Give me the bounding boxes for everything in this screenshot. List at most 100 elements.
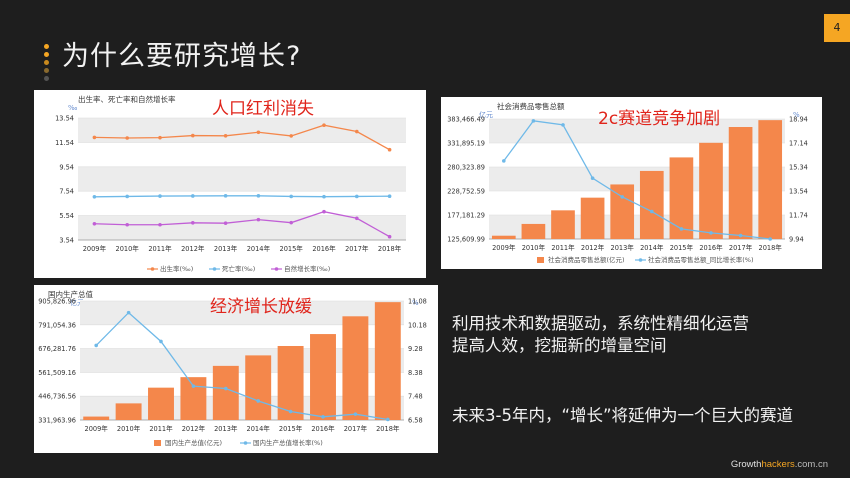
bar (374, 302, 401, 420)
series-line (503, 120, 771, 240)
legend-label: 死亡率(‰) (222, 264, 255, 273)
x-tick-label: 2009年 (492, 243, 516, 252)
chart-title: 社会消费品零售总额 (497, 101, 565, 111)
y-tick-label: 13.54 (55, 115, 74, 123)
bar (491, 235, 516, 239)
x-tick-label: 2015年 (670, 243, 694, 252)
y-tick-label: 331,963.96 (38, 417, 76, 425)
legend-swatch-point (243, 441, 248, 445)
x-tick-label: 2009年 (85, 424, 109, 433)
data-point (355, 216, 359, 221)
footer-brand: Growthhackers.com.cn (731, 459, 828, 470)
bar (148, 387, 174, 420)
data-point (650, 209, 654, 214)
data-point (738, 233, 743, 238)
x-tick-label: 2017年 (344, 424, 368, 433)
overlay-label-chart3: 经济增长放缓 (210, 297, 312, 317)
bar (521, 223, 546, 239)
chart-panel-birth-rate: 出生率、死亡率和自然增长率 ‰ 13.54 11.54 9.54 7.54 5.54 3.54… (34, 90, 426, 278)
y2-tick-label: 13.54 (789, 188, 808, 196)
grid-band (78, 215, 406, 240)
x-tick-label: 2011年 (148, 244, 172, 253)
y2-tick-label: 8.38 (408, 369, 423, 377)
legend-label: 国内生产总值增长率(%) (253, 438, 323, 447)
legend-swatch-point (212, 267, 217, 271)
data-point (709, 231, 713, 235)
point-2: 提高人效，挖掘新的增量空间 (452, 336, 667, 355)
x-tick-label: 2012年 (181, 244, 205, 253)
bar (277, 345, 304, 420)
data-point (322, 194, 326, 199)
data-point (125, 136, 129, 140)
slide-title: 为什么要研究增长? (62, 41, 302, 72)
data-point (191, 194, 195, 198)
data-point (768, 237, 772, 241)
point-1: 利用技术和数据驱动，系统性精细化运营 (452, 314, 749, 333)
x-tick-label: 2016年 (699, 243, 723, 252)
y-tick-label: 7.54 (59, 188, 74, 196)
legend-label: 国内生产总值(亿元) (165, 438, 222, 447)
data-point (92, 135, 97, 140)
data-point (353, 412, 358, 416)
footer-brand-b: hackers (761, 459, 795, 470)
bar (610, 184, 635, 239)
data-point (620, 195, 624, 199)
data-point (191, 384, 196, 388)
data-point (387, 194, 392, 199)
x-tick-label: 2014年 (640, 243, 664, 252)
bar (699, 142, 723, 239)
y-tick-label: 446,736.56 (38, 393, 76, 401)
legend-label: 自然增长率(‰) (284, 264, 330, 273)
y-axis-unit: ‰ (68, 104, 78, 112)
data-point (561, 123, 565, 127)
x-tick-label: 2018年 (378, 244, 402, 253)
data-point (355, 129, 359, 134)
y2-tick-label: 11.74 (789, 212, 808, 220)
x-tick-label: 2017年 (345, 244, 369, 253)
bar (580, 197, 605, 239)
data-point (158, 194, 162, 198)
bar (83, 416, 110, 420)
x-tick-label: 2012年 (581, 243, 605, 252)
data-point (125, 222, 129, 227)
x-tick-label: 2010年 (117, 424, 141, 433)
chart-birth-death-rate: 出生率、死亡率和自然增长率‰ 13.54 11.54 9.54 7.54 5.54 3.54… (55, 94, 406, 273)
chart-panel-retail: 社会消费品零售总额 亿元% 383,466.49 18.94 331,895.19 17.… (441, 97, 822, 269)
data-point (224, 386, 228, 391)
y2-tick-label: 11.08 (408, 298, 427, 306)
y-tick-label: 9.54 (59, 163, 74, 171)
x-tick-label: 2018年 (759, 243, 783, 252)
data-point (126, 310, 131, 315)
data-point (256, 194, 261, 198)
footer-brand-a: Growth (730, 459, 762, 470)
data-point (679, 227, 684, 231)
x-tick-label: 2009年 (83, 244, 107, 253)
data-point (92, 195, 97, 199)
bar (310, 334, 336, 420)
x-tick-label: 2010年 (116, 244, 140, 253)
chart-title: 出生率、死亡率和自然增长率 (78, 94, 176, 104)
page-number: 4 (824, 14, 850, 42)
y2-axis-unit: % (412, 299, 419, 307)
y2-tick-label: 10.18 (408, 321, 427, 329)
x-tick-label: 2018年 (376, 424, 400, 433)
data-point (288, 409, 293, 414)
data-point (321, 415, 325, 419)
y2-tick-label: 17.14 (789, 140, 808, 148)
x-tick-label: 2011年 (551, 243, 575, 252)
data-point (531, 119, 536, 123)
legend-swatch (537, 257, 544, 263)
y-tick-label: 11.54 (55, 139, 74, 147)
bar (669, 157, 694, 239)
x-tick-label: 2016年 (311, 424, 335, 433)
bar (245, 355, 272, 420)
data-point (158, 222, 162, 227)
y2-tick-label: 15.34 (789, 164, 808, 172)
x-tick-label: 2016年 (312, 244, 336, 253)
y-tick-label: 280,323.89 (447, 164, 485, 172)
bar (758, 120, 783, 239)
legend-swatch-point (274, 267, 279, 271)
